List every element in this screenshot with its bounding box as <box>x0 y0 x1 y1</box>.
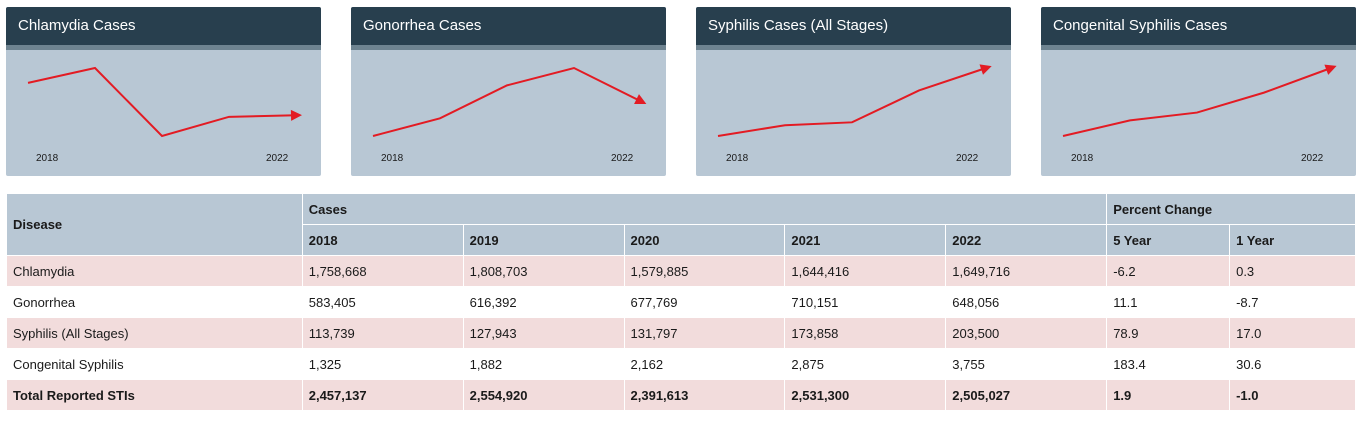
cases-cell: 1,649,716 <box>945 255 1108 287</box>
header-row-groups: Disease Cases Percent Change <box>6 193 1356 256</box>
cases-cell: 1,579,885 <box>623 255 786 287</box>
cases-cell: 1,325 <box>301 348 464 380</box>
chlamydia-card: Chlamydia Cases 2018 2022 <box>6 7 321 176</box>
trend-line <box>717 67 987 137</box>
cases-cell: 2,531,300 <box>784 379 947 411</box>
trend-arrowhead <box>1324 64 1337 75</box>
trend-line <box>1062 67 1332 137</box>
percent-change-header: Percent Change <box>1106 193 1356 225</box>
one-year-header: 1 Year <box>1229 224 1356 256</box>
one-year-cell: -8.7 <box>1229 286 1356 318</box>
cases-cell: 203,500 <box>945 317 1108 349</box>
card-title: Syphilis Cases (All Stages) <box>696 7 1011 50</box>
card-title: Gonorrhea Cases <box>351 7 666 50</box>
five-year-cell: 183.4 <box>1106 348 1231 380</box>
syphilis-card: Syphilis Cases (All Stages) 2018 2022 <box>696 7 1011 176</box>
x-start-label: 2018 <box>726 153 749 164</box>
card-title: Congenital Syphilis Cases <box>1041 7 1356 50</box>
one-year-cell: 30.6 <box>1229 348 1356 380</box>
cases-cell: 616,392 <box>462 286 625 318</box>
cases-cell: 2,505,027 <box>945 379 1108 411</box>
cases-cell: 710,151 <box>784 286 947 318</box>
disease-cell: Total Reported STIs <box>6 379 303 411</box>
header-row-columns: 2018 2019 2020 2021 2022 5 Year 1 Year <box>7 224 1356 256</box>
x-end-label: 2022 <box>611 153 634 164</box>
table-row: Syphilis (All Stages) 113,739 127,943 13… <box>6 317 1356 349</box>
five-year-cell: 78.9 <box>1106 317 1231 349</box>
cases-cell: 1,644,416 <box>784 255 947 287</box>
cases-cell: 2,457,137 <box>301 379 464 411</box>
sparkline-chart <box>372 66 647 137</box>
cases-cell: 648,056 <box>945 286 1108 318</box>
sparkline-chart <box>717 64 992 137</box>
x-start-label: 2018 <box>381 153 404 164</box>
x-end-label: 2022 <box>266 153 289 164</box>
cases-cell: 2,391,613 <box>623 379 786 411</box>
year-header: 2022 <box>945 224 1108 256</box>
year-header: 2019 <box>462 224 625 256</box>
trend-arrowhead <box>634 94 647 105</box>
trend-line <box>27 66 297 138</box>
sti-cases-table: Disease Cases Percent Change 2018 2019 2… <box>6 193 1356 411</box>
cases-cell: 113,739 <box>301 317 464 349</box>
five-year-cell: 11.1 <box>1106 286 1231 318</box>
trend-arrowhead <box>290 109 302 121</box>
year-header: 2020 <box>623 224 786 256</box>
x-start-label: 2018 <box>36 153 59 164</box>
card-title: Chlamydia Cases <box>6 7 321 50</box>
cases-cell: 2,875 <box>784 348 947 380</box>
one-year-cell: 17.0 <box>1229 317 1356 349</box>
cases-header: Cases <box>301 193 1108 225</box>
disease-header: Disease <box>6 193 303 256</box>
cases-cell: 2,162 <box>623 348 786 380</box>
year-header: 2021 <box>784 224 947 256</box>
table-row: Gonorrhea 583,405 616,392 677,769 710,15… <box>6 286 1356 318</box>
cases-cell: 1,758,668 <box>301 255 464 287</box>
cases-cell: 127,943 <box>462 317 625 349</box>
table-row: Chlamydia 1,758,668 1,808,703 1,579,885 … <box>6 255 1356 287</box>
disease-cell: Gonorrhea <box>6 286 303 318</box>
sparkline-chart <box>27 66 302 138</box>
five-year-cell: -6.2 <box>1106 255 1231 287</box>
five-year-cell: 1.9 <box>1106 379 1231 411</box>
cases-cell: 3,755 <box>945 348 1108 380</box>
cases-cell: 677,769 <box>623 286 786 318</box>
congenital-syphilis-card: Congenital Syphilis Cases 2018 2022 <box>1041 7 1356 176</box>
trend-arrowhead <box>979 64 992 75</box>
x-end-label: 2022 <box>1301 153 1324 164</box>
trend-line <box>372 66 642 137</box>
year-header: 2018 <box>301 224 464 256</box>
table-row: Congenital Syphilis 1,325 1,882 2,162 2,… <box>6 348 1356 380</box>
total-row: Total Reported STIs 2,457,137 2,554,920 … <box>6 379 1356 411</box>
disease-cell: Congenital Syphilis <box>6 348 303 380</box>
sparkline-chart <box>1062 64 1337 137</box>
five-year-header: 5 Year <box>1106 224 1231 256</box>
x-start-label: 2018 <box>1071 153 1094 164</box>
x-end-label: 2022 <box>956 153 979 164</box>
one-year-cell: 0.3 <box>1229 255 1356 287</box>
cases-cell: 173,858 <box>784 317 947 349</box>
cases-cell: 131,797 <box>623 317 786 349</box>
cases-cell: 583,405 <box>301 286 464 318</box>
disease-cell: Chlamydia <box>6 255 303 287</box>
cases-cell: 1,882 <box>462 348 625 380</box>
disease-cell: Syphilis (All Stages) <box>6 317 303 349</box>
cases-cell: 1,808,703 <box>462 255 625 287</box>
gonorrhea-card: Gonorrhea Cases 2018 2022 <box>351 7 666 176</box>
one-year-cell: -1.0 <box>1229 379 1356 411</box>
cases-cell: 2,554,920 <box>462 379 625 411</box>
